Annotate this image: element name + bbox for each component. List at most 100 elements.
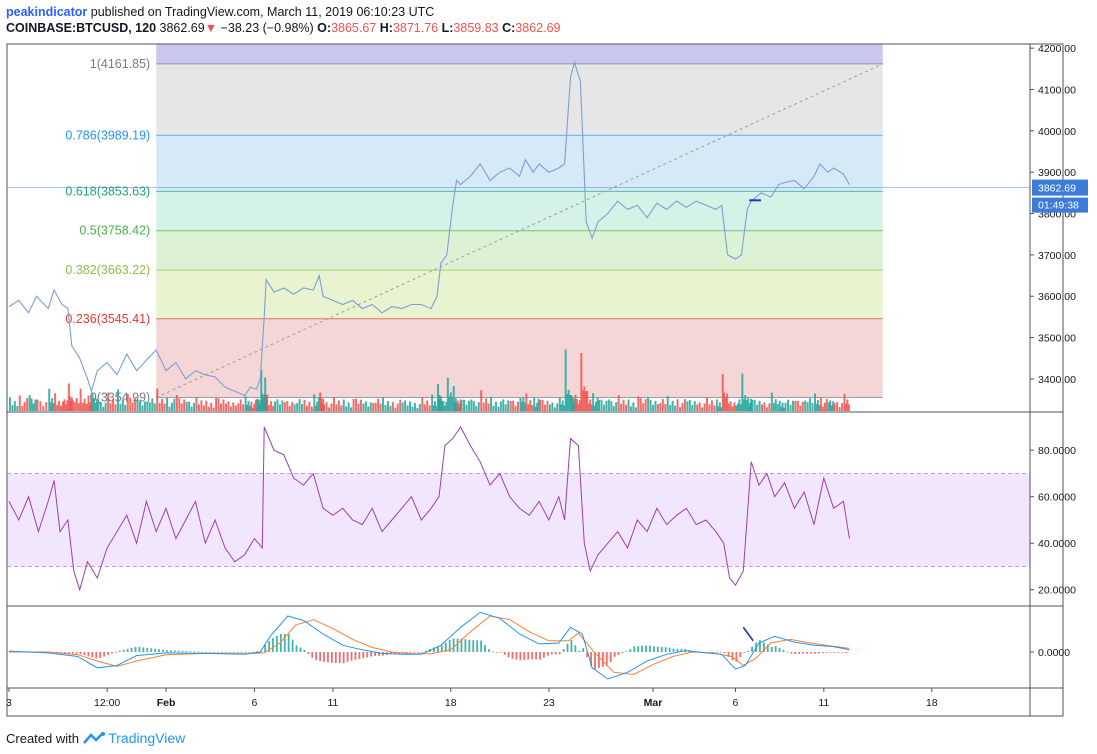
volume-bar [739,404,742,411]
volume-bar [534,406,537,411]
volume-bar [175,395,178,411]
fib-label-0.382: 0.382(3663.22) [65,263,150,277]
macd-histogram-bar [350,652,353,661]
volume-bar [32,403,35,411]
volume-bar [796,400,799,411]
volume-bar [833,403,836,411]
volume-bar [367,406,370,411]
macd-histogram-bar [122,649,125,652]
volume-bar [377,398,380,411]
macd-histogram-bar [527,652,530,660]
volume-bar [173,398,176,411]
volume-bar [753,399,756,411]
volume-bar [584,391,587,411]
volume-bar [470,399,473,411]
tradingview-logo-icon [82,732,105,744]
volume-bar [703,403,706,411]
fib-band-1 [156,63,883,136]
macd-histogram-bar [111,652,113,654]
volume-bar [844,403,847,411]
macd-histogram-bar [315,652,318,661]
macd-histogram-bar [743,652,746,653]
volume-bar [586,391,589,411]
volume-bar [251,407,254,411]
volume-bar [666,396,669,411]
macd-histogram-bar [389,652,392,655]
macd-histogram-bar [507,652,510,658]
volume-bar [843,393,846,411]
volume-bar [452,386,455,411]
volume-bar [109,403,112,411]
volume-bar [590,404,593,411]
macd-histogram-bar [735,652,738,662]
macd-histogram-bar [181,650,184,652]
fib-band-0.236 [156,318,883,398]
fib-band-0.382 [156,270,883,319]
volume-bar [328,407,331,411]
macd-histogram-bar [232,652,235,653]
macd-histogram-bar [778,647,781,652]
volume-bar [544,404,547,411]
volume-bar [126,394,129,411]
macd-histogram-bar [244,652,247,653]
macd-histogram-bar [197,651,200,653]
volume-bar [268,405,271,411]
author-link[interactable]: peakindicator [6,5,88,19]
volume-bar [124,404,127,411]
macd-histogram-bar [162,649,164,652]
volume-bar [671,400,674,411]
volume-bar [846,399,849,411]
volume-bar [197,404,200,411]
macd-histogram-bar [166,650,168,652]
macd-histogram-bar [205,652,208,653]
volume-bar [809,398,812,411]
volume-bar [352,399,355,411]
volume-bar [742,399,745,411]
high-value: 3871.76 [392,21,439,35]
volume-bar [615,402,618,411]
volume-bar [431,394,434,411]
volume-bar [396,403,399,411]
volume-bar [558,397,561,411]
macd-histogram-bar [625,651,628,653]
tradingview-brand[interactable]: TradingView [108,730,186,746]
volume-bar [440,401,443,411]
volume-bar [316,401,319,411]
open-label: O: [317,21,332,35]
macd-histogram-bar [519,652,522,661]
price-tick-label: 3600.00 [1038,291,1076,303]
volume-bar [153,403,156,411]
macd-histogram-bar [590,652,592,666]
volume-bar [520,401,523,411]
countdown-badge [1032,197,1088,213]
volume-bar [73,402,76,411]
macd-histogram-bar [283,634,286,652]
macd-histogram-bar [272,638,274,652]
volume-bar [448,396,451,411]
volume-bar [596,397,599,411]
volume-bar [217,398,220,411]
macd-histogram-bar [378,652,380,656]
volume-bar [838,407,841,411]
volume-bar [467,400,470,411]
symbol-name[interactable]: COINBASE:BTCUSD, 120 [6,21,157,35]
volume-bar [537,398,540,411]
volume-bar [337,400,340,411]
macd-histogram-bar [240,652,243,653]
volume-bar [758,400,761,411]
volume-bar [745,400,748,411]
volume-bar [772,403,775,411]
volume-bar [776,404,779,411]
volume-bar [765,407,768,411]
volume-bar [569,394,572,411]
volume-bar [718,402,721,411]
volume-bar [283,402,286,411]
macd-histogram-bar [303,649,306,652]
volume-bar [104,402,107,411]
macd-histogram-bar [503,652,506,655]
volume-bar [234,405,237,411]
volume-bar [514,405,517,411]
rsi-tick-label: 60.0000 [1038,492,1076,504]
volume-bar [475,406,478,411]
